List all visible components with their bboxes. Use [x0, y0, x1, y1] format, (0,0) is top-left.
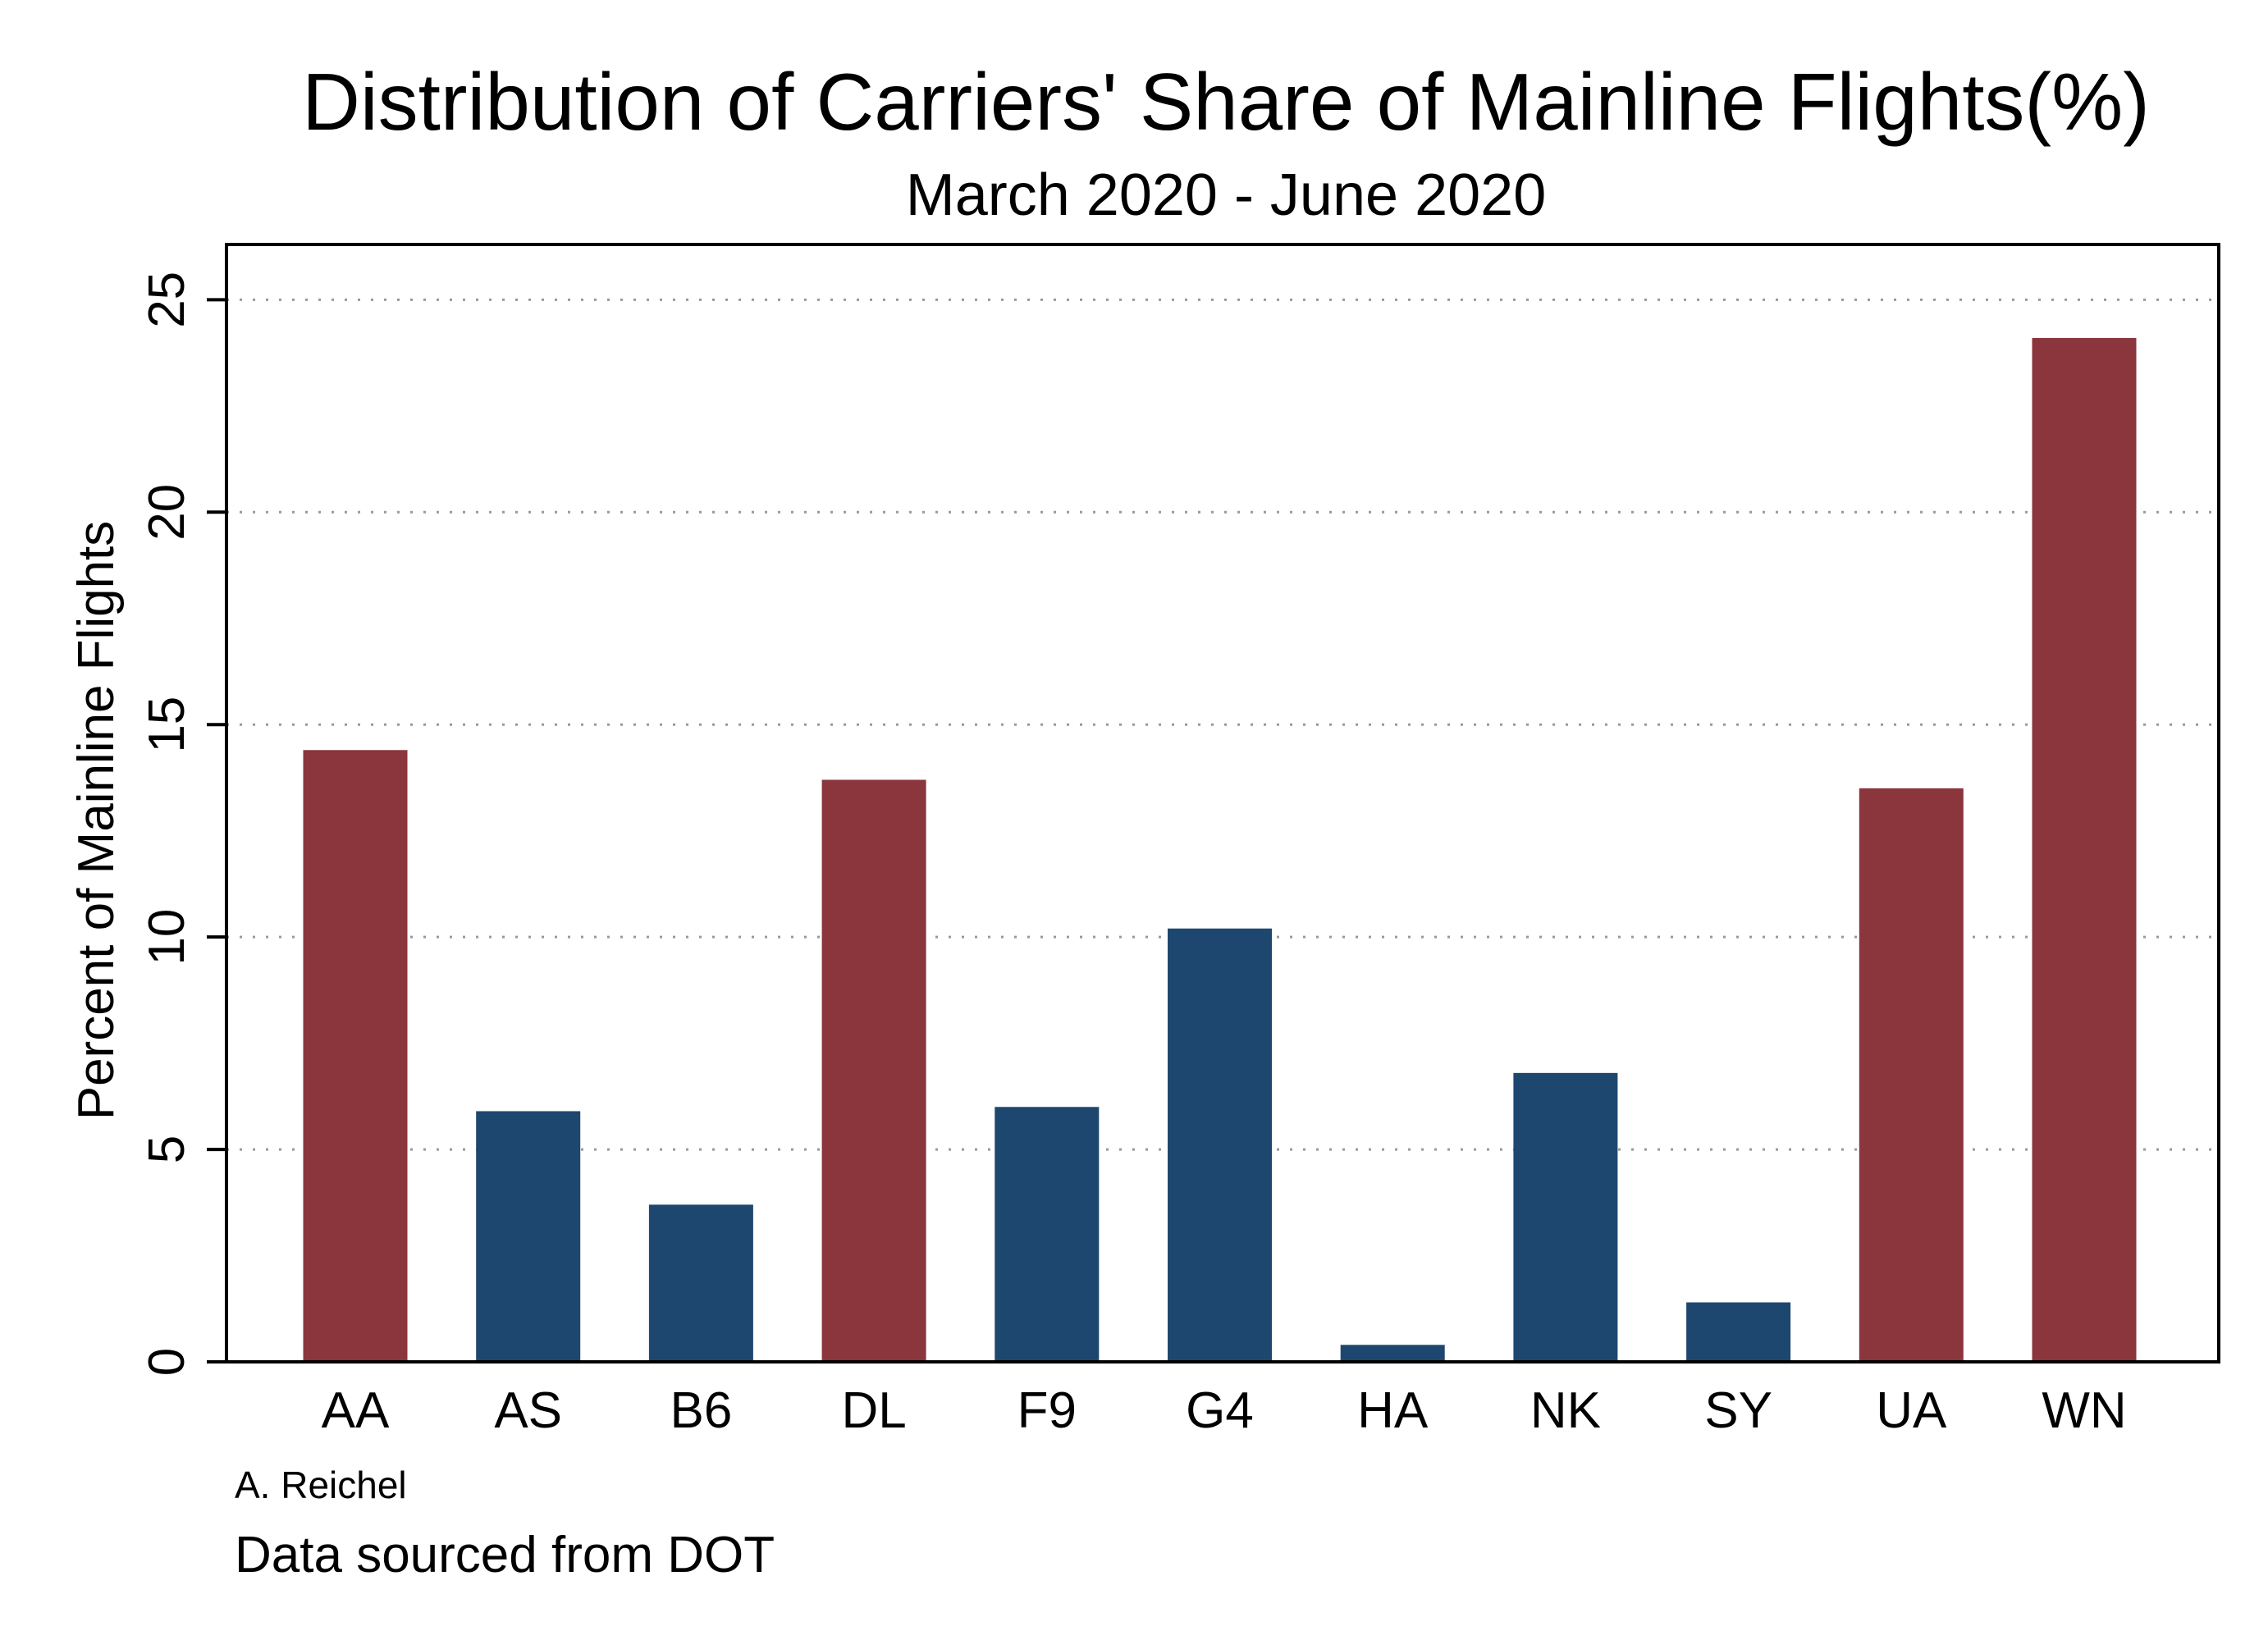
y-tick-label-0: 0	[139, 1348, 195, 1376]
bar-SY	[1686, 1302, 1791, 1362]
bar-UA	[1859, 788, 1964, 1362]
author-note: A. Reichel	[235, 1464, 407, 1506]
bar-WN	[2032, 337, 2137, 1363]
bar-G4	[1168, 928, 1272, 1362]
y-tick-label-15: 15	[139, 697, 195, 753]
x-tick-label-SY: SY	[1704, 1382, 1772, 1439]
x-tick-label-B6: B6	[670, 1382, 732, 1439]
x-tick-label-G4: G4	[1186, 1382, 1254, 1439]
bar-B6	[648, 1204, 753, 1362]
x-tick-label-WN: WN	[2042, 1382, 2126, 1439]
y-tick-label-20: 20	[139, 484, 195, 541]
bar-AS	[476, 1111, 581, 1362]
source-note: Data sourced from DOT	[235, 1527, 775, 1583]
chart-subtitle: March 2020 - June 2020	[906, 162, 1547, 228]
x-tick-label-AS: AS	[494, 1382, 562, 1439]
bar-AA	[303, 750, 408, 1362]
y-axis-label: Percent of Mainline Flights	[68, 521, 125, 1121]
y-axis-ticks: 0 5 10 15 20 25	[139, 272, 226, 1376]
y-tick-label-5: 5	[139, 1135, 195, 1163]
bar-HA	[1340, 1345, 1445, 1362]
chart-title: Distribution of Carriers' Share of Mainl…	[302, 57, 2150, 147]
x-tick-label-HA: HA	[1357, 1382, 1429, 1439]
x-tick-label-NK: NK	[1530, 1382, 1601, 1439]
bar-F9	[995, 1107, 1100, 1362]
x-tick-label-DL: DL	[841, 1382, 906, 1439]
y-tick-label-25: 25	[139, 272, 195, 328]
bar-DL	[821, 779, 926, 1362]
bars	[303, 337, 2137, 1363]
x-tick-label-AA: AA	[322, 1382, 390, 1439]
y-tick-label-10: 10	[139, 909, 195, 966]
bar-NK	[1513, 1072, 1618, 1362]
plot-frame	[225, 243, 2220, 1364]
x-axis-ticks: AA AS B6 DL F9 G4 HA NK SY UA WN	[322, 1382, 2127, 1439]
x-tick-label-F9: F9	[1017, 1382, 1077, 1439]
x-tick-label-UA: UA	[1876, 1382, 1947, 1439]
